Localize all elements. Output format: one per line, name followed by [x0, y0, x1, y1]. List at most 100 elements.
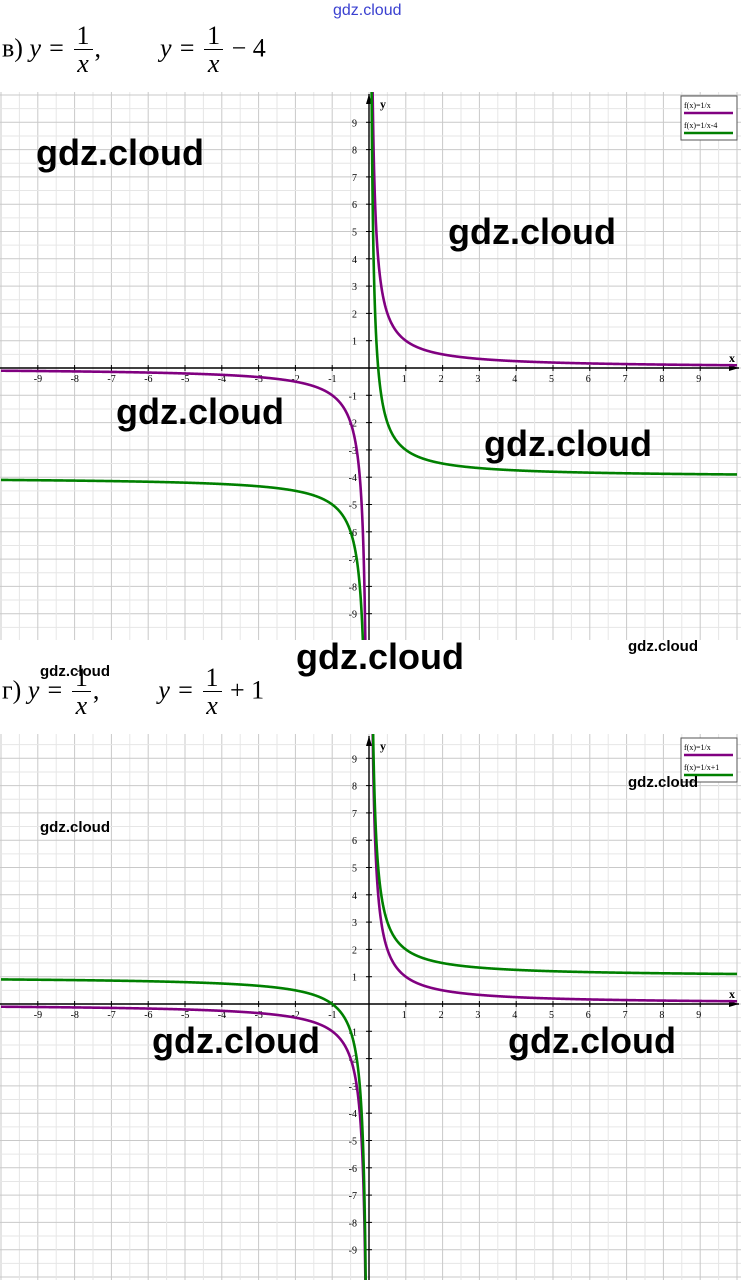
x-tick-label: 5: [549, 374, 554, 385]
y-tick-label: -8: [349, 1218, 357, 1229]
y-tick-label: -8: [349, 582, 357, 593]
y-tick-label: 3: [352, 918, 357, 929]
x-tick-label: 9: [696, 1010, 701, 1021]
x-tick-label: 3: [475, 1010, 480, 1021]
y-tick-label: -6: [349, 1164, 357, 1175]
series-curve-2: [371, 734, 738, 976]
x-tick-label: 6: [586, 374, 591, 385]
equation-g-num2: 1: [202, 664, 222, 693]
y-tick-label: -1: [349, 391, 357, 402]
equation-g-sep: ,: [92, 675, 100, 705]
x-tick-label: 2: [439, 374, 444, 385]
legend: f(x)=1/x f(x)=1/x+1: [680, 737, 738, 783]
x-tick-label: -4: [218, 374, 226, 385]
x-tick-label: 7: [623, 1010, 628, 1021]
x-tick-label: 6: [586, 1010, 591, 1021]
x-tick-label: -7: [107, 374, 115, 385]
equation-v-num2: 1: [204, 22, 224, 51]
y-axis-label: y: [380, 739, 386, 753]
watermark-4: gdz.cloud: [484, 423, 652, 464]
x-tick-label: -4: [218, 1010, 226, 1021]
equation-v-den2: x: [207, 49, 220, 79]
y-tick-label: 4: [352, 891, 357, 902]
y-tick-label: 9: [352, 754, 357, 765]
legend-label: f(x)=1/x+1: [684, 763, 719, 772]
x-tick-label: -1: [328, 374, 336, 385]
y-tick-label: 2: [352, 309, 357, 320]
watermark-7: gdz.cloud: [40, 663, 110, 680]
equation-v-lhs1: y =: [29, 33, 66, 63]
y-tick-label: 7: [352, 173, 357, 184]
x-tick-label: 4: [512, 1010, 517, 1021]
equation-g-lhs2: y =: [158, 675, 195, 705]
legend-label: f(x)=1/x: [684, 101, 711, 110]
x-tick-label: -6: [144, 1010, 152, 1021]
x-tick-label: 3: [475, 374, 480, 385]
x-tick-label: -7: [107, 1010, 115, 1021]
series-curve-2: [370, 92, 738, 476]
x-tick-label: -6: [144, 374, 152, 385]
y-axis-label: y: [380, 97, 386, 111]
y-tick-label: 8: [352, 782, 357, 793]
y-tick-label: 1: [352, 337, 357, 348]
y-tick-label: 5: [352, 228, 357, 239]
equation-g-den2: x: [206, 691, 218, 721]
x-axis-label: x: [729, 351, 735, 365]
x-tick-label: -5: [181, 374, 189, 385]
equation-v-tail2: − 4: [231, 33, 266, 63]
y-tick-label: -7: [349, 555, 357, 566]
y-tick-label: 4: [352, 255, 357, 266]
y-axis-arrow: [366, 736, 372, 746]
series-curve-2: [0, 978, 367, 1280]
watermark-10: gdz.cloud: [152, 1020, 320, 1061]
legend-label: f(x)=1/x-4: [684, 121, 717, 130]
y-tick-label: 8: [352, 146, 357, 157]
watermark-6: gdz.cloud: [628, 638, 698, 655]
watermark-3: gdz.cloud: [116, 391, 284, 432]
x-tick-label: -2: [291, 374, 299, 385]
legend-label: f(x)=1/x: [684, 743, 711, 752]
watermark-9: gdz.cloud: [40, 819, 110, 836]
x-tick-label: -5: [181, 1010, 189, 1021]
equation-v-lhs2: y =: [160, 33, 196, 63]
y-tick-label: -5: [349, 1137, 357, 1148]
equation-g-lhs1: y =: [27, 675, 64, 705]
x-tick-label: 8: [659, 1010, 664, 1021]
y-tick-label: -4: [349, 473, 357, 484]
equation-g-num1: 1: [71, 664, 91, 693]
equation-v-num1: 1: [73, 22, 93, 51]
series-curve-1: [0, 1005, 367, 1280]
y-tick-label: -2: [349, 1055, 357, 1066]
y-tick-label: -7: [349, 1191, 357, 1202]
watermark-5: gdz.cloud: [296, 636, 464, 677]
y-tick-label: -9: [349, 1246, 357, 1257]
x-tick-label: -3: [255, 374, 263, 385]
y-tick-label: -5: [349, 501, 357, 512]
x-tick-label: 2: [439, 1010, 444, 1021]
series-curve-1: [371, 92, 738, 367]
y-tick-label: -3: [349, 1082, 357, 1093]
x-tick-label: -3: [255, 1010, 263, 1021]
watermark-2: gdz.cloud: [448, 211, 616, 252]
watermark-1: gdz.cloud: [36, 132, 204, 173]
header-watermark: gdz.cloud: [333, 2, 402, 19]
y-tick-label: -3: [349, 446, 357, 457]
watermark-11: gdz.cloud: [508, 1020, 676, 1061]
equation-v-sep: ,: [94, 33, 102, 63]
x-tick-label: 8: [659, 374, 664, 385]
series-curve-1: [0, 369, 367, 640]
y-tick-label: -9: [349, 610, 357, 621]
y-tick-label: 2: [352, 945, 357, 956]
y-tick-label: -6: [349, 528, 357, 539]
x-tick-label: 1: [402, 1010, 407, 1021]
x-tick-label: -9: [34, 1010, 42, 1021]
equation-g-label: г): [2, 675, 22, 705]
y-tick-label: 7: [352, 809, 357, 820]
y-tick-label: -2: [349, 419, 357, 430]
chart-g: x y -9 -8 -7 -6 -5 -4 -3 -2 -1 1 2 3 4 5 6 7 8 9 9 8 7 6 5 4 3 2 1 -1…: [0, 734, 741, 1280]
x-tick-label: -8: [71, 1010, 79, 1021]
